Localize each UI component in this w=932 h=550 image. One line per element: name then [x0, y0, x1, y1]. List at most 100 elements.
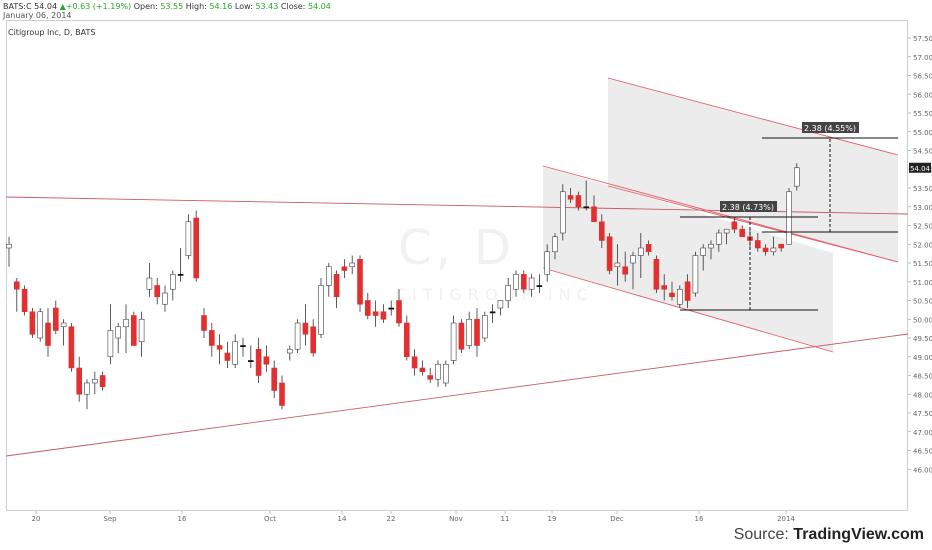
candle-body	[154, 285, 160, 298]
source-credit[interactable]: Source: TradingView.com	[734, 526, 924, 544]
candle-body	[637, 247, 644, 256]
candle-body	[341, 266, 348, 271]
candle-body	[325, 266, 332, 286]
candle-body	[489, 311, 496, 314]
candle-body	[193, 217, 199, 279]
y-tick-label: 49.50	[913, 335, 932, 343]
y-tick-label: 51.50	[913, 260, 932, 268]
chart-title: Citigroup Inc, D, BATS	[8, 28, 96, 37]
candle-body	[92, 378, 98, 384]
candle-body	[700, 247, 707, 256]
candle-body	[786, 191, 792, 245]
candle-body	[591, 206, 597, 223]
candle-body	[536, 285, 543, 288]
candle-body	[123, 318, 129, 328]
candle-body	[185, 221, 192, 256]
candle-body	[427, 375, 434, 380]
candle-body	[481, 315, 488, 339]
candle-body	[255, 348, 262, 376]
last-price-tag: 54.04	[910, 165, 931, 173]
candle-body	[528, 277, 535, 290]
candle-body	[669, 292, 675, 298]
y-tick-label: 52.00	[913, 241, 932, 249]
x-tick-label: Nov	[449, 515, 463, 523]
candle-body	[201, 315, 207, 331]
candle-body	[458, 322, 465, 350]
channel-line-c	[607, 77, 899, 156]
candle-body	[76, 367, 82, 395]
candle-body	[606, 236, 613, 271]
candle-body	[286, 348, 293, 354]
candle-body	[364, 300, 371, 316]
source-prefix: Source:	[733, 526, 794, 543]
ohlc-header: BATS:C 54.04 ▲+0.63 (+1.19%) Open: 53.55…	[3, 2, 331, 12]
measure-label: 2.38 (4.73%)	[722, 203, 774, 212]
candle-body	[357, 258, 363, 305]
candle-body	[575, 195, 582, 208]
candle-body	[653, 258, 660, 290]
candle-body	[645, 243, 652, 253]
candle-body	[450, 322, 457, 361]
candle-body	[318, 285, 324, 335]
channel-line-a	[542, 165, 899, 263]
y-tick-label: 53.00	[913, 204, 932, 212]
source-brand[interactable]: TradingView.com	[793, 526, 924, 543]
y-tick-label: 53.50	[913, 185, 932, 193]
candle-body	[138, 318, 145, 343]
candle-body	[396, 300, 402, 324]
candle-body	[598, 221, 605, 241]
candle-body	[505, 285, 512, 301]
y-tick-label: 51.00	[913, 279, 932, 287]
candle-body	[622, 266, 629, 275]
candle-body	[544, 251, 551, 275]
candle-body	[115, 326, 121, 339]
high-value: 54.16	[209, 2, 233, 11]
candle-body	[661, 285, 668, 290]
candle-body	[310, 326, 317, 354]
y-tick-label: 48.00	[913, 391, 932, 399]
y-tick-label: 49.00	[913, 354, 932, 362]
price-change: ▲+0.63 (+1.19%)	[59, 2, 132, 11]
y-tick-label: 46.50	[913, 448, 932, 456]
candle-body	[762, 247, 769, 253]
low-value: 53.43	[255, 2, 279, 11]
candle-body	[52, 307, 59, 331]
candle-body	[29, 311, 36, 335]
candle-body	[333, 273, 340, 298]
candle-body	[466, 318, 473, 346]
candle-body	[552, 236, 558, 253]
candle-body	[520, 273, 527, 290]
candle-body	[162, 292, 168, 305]
candle-body	[754, 240, 761, 249]
candle-body	[232, 341, 238, 365]
candle-body	[37, 311, 44, 339]
y-tick-label: 57.00	[913, 54, 932, 62]
candle-body	[435, 363, 441, 380]
candle-body	[419, 367, 426, 373]
candle-body	[583, 206, 590, 209]
candle-body	[411, 356, 418, 369]
candle-body	[372, 311, 379, 316]
support-trendline	[5, 333, 909, 457]
candle-body	[497, 300, 504, 309]
measure-label-bg-2	[802, 122, 859, 133]
y-tick-label: 48.50	[913, 373, 932, 381]
candle-body	[248, 360, 254, 363]
candle-body	[107, 330, 114, 358]
y-tick-label: 55.00	[913, 129, 932, 137]
candle-body	[84, 382, 90, 395]
candle-body	[131, 315, 137, 346]
x-tick-label: 16	[178, 515, 187, 523]
x-tick-label: Dec	[610, 515, 624, 523]
close-label: Close:	[280, 2, 306, 11]
y-tick-label: 50.00	[913, 316, 932, 324]
y-tick-label: 50.50	[913, 298, 932, 306]
open-label: Open:	[133, 2, 158, 11]
candle-body	[567, 195, 574, 200]
candle-body	[240, 345, 246, 348]
candle-body	[14, 281, 20, 290]
candle-body	[271, 367, 278, 391]
y-tick-label: 52.50	[913, 223, 932, 231]
candle-body	[279, 382, 285, 406]
